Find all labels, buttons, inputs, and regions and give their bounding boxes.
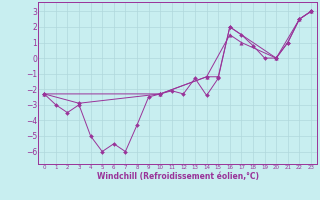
X-axis label: Windchill (Refroidissement éolien,°C): Windchill (Refroidissement éolien,°C) — [97, 172, 259, 181]
